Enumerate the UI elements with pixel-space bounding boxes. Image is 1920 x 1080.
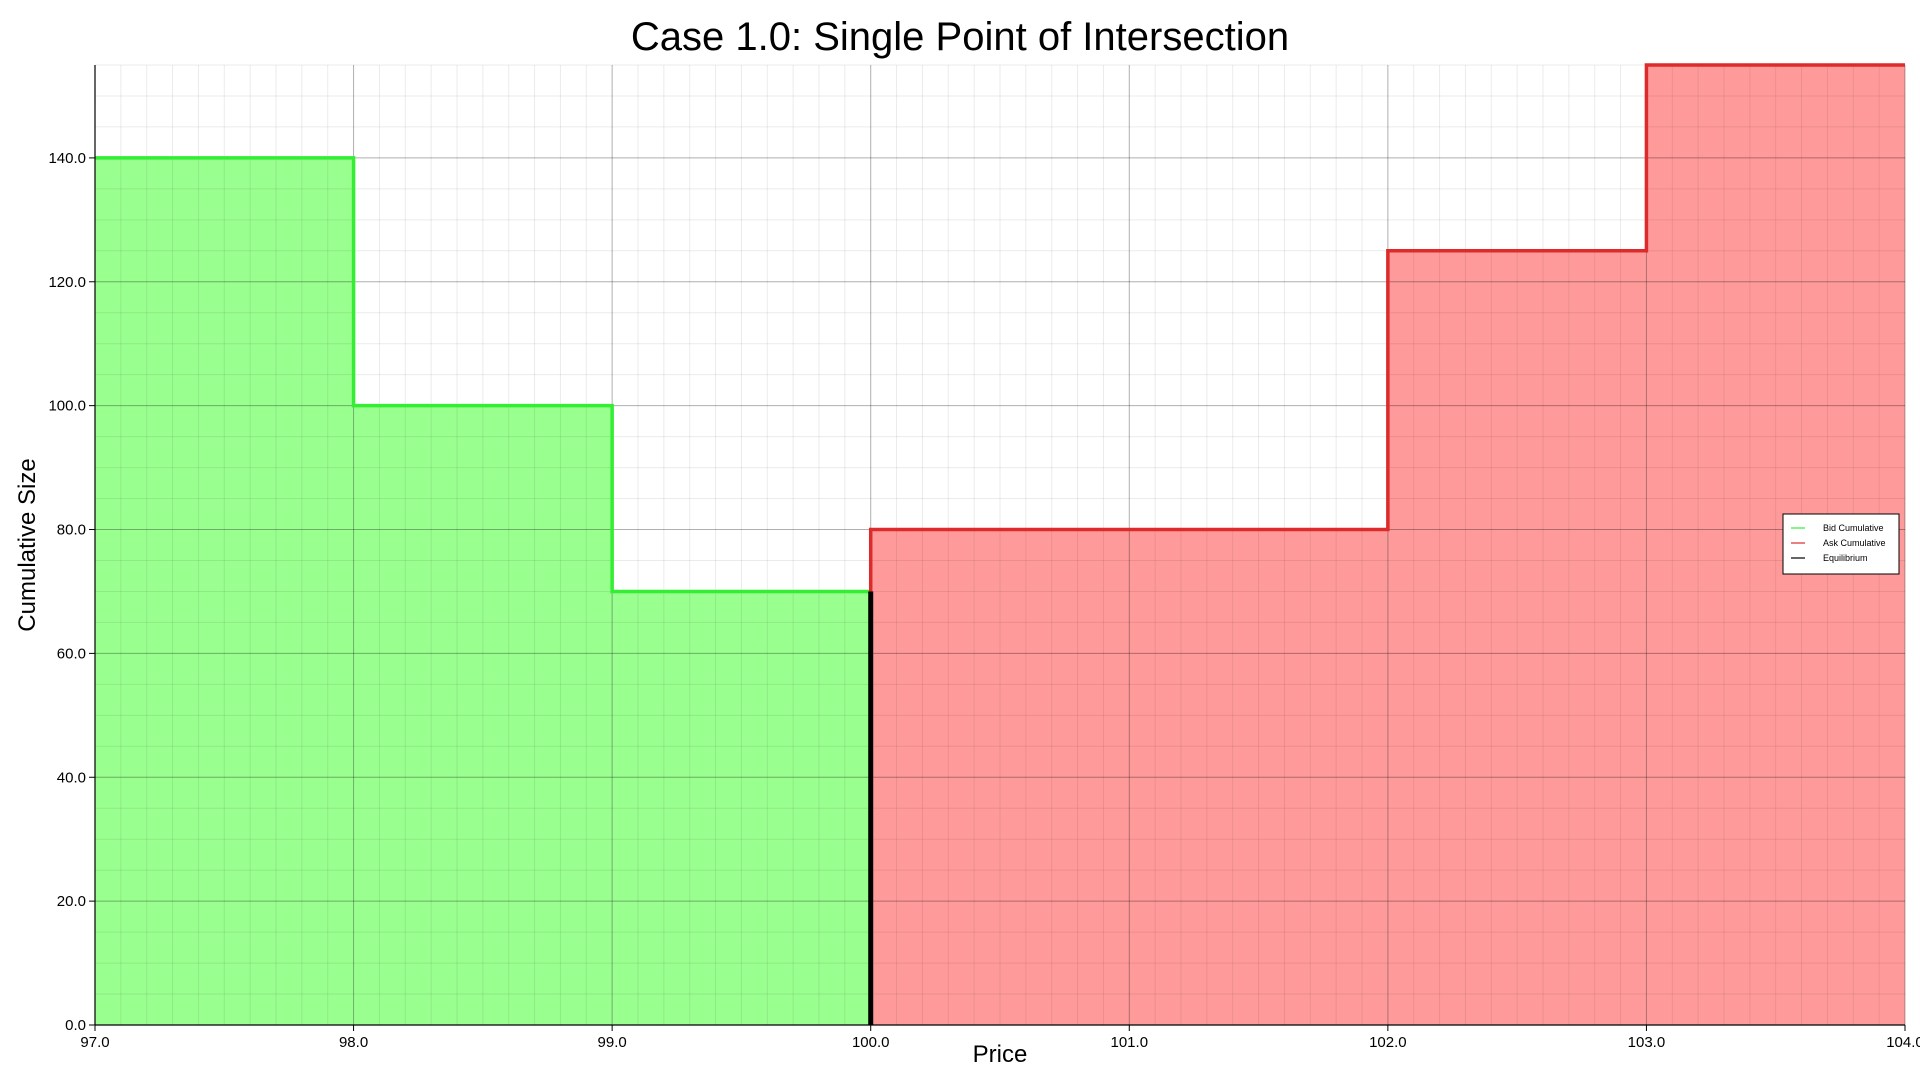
ask-cumulative-step-1 bbox=[1387, 250, 1647, 1025]
bid-cumulative-step-0 bbox=[95, 157, 354, 1026]
legend-box bbox=[1782, 513, 1900, 575]
x-tick-label: 99.0 bbox=[598, 1034, 627, 1051]
y-tick-labels: 0.0 20.0 40.0 60.0 80.0 100.0 120.0 140.0 bbox=[48, 150, 86, 1034]
x-tick-label: 98.0 bbox=[339, 1034, 368, 1051]
y-tick-label: 20.0 bbox=[57, 893, 86, 910]
x-tick-label: 103.0 bbox=[1628, 1034, 1666, 1051]
bid-cumulative-step-2 bbox=[612, 591, 871, 1025]
ask-cumulative-step-0 bbox=[870, 529, 1388, 1025]
x-tick-label: 101.0 bbox=[1111, 1034, 1149, 1051]
grid-minor bbox=[94, 64, 1906, 1026]
chart-title: Case 1.0: Single Point of Intersection bbox=[631, 15, 1289, 59]
x-tick-label: 104.0 bbox=[1886, 1034, 1920, 1051]
y-axis-title: Cumulative Size bbox=[14, 458, 41, 631]
y-tick-label: 80.0 bbox=[57, 522, 86, 539]
axes bbox=[89, 65, 1906, 1031]
x-tick-label: 97.0 bbox=[80, 1034, 109, 1051]
legend: Bid Cumulative Ask Cumulative Equilibrium bbox=[1782, 513, 1900, 575]
y-tick-label: 140.0 bbox=[48, 150, 86, 167]
ask-cumulative-line bbox=[868, 63, 1905, 592]
legend-label-equilibrium: Equilibrium bbox=[1823, 553, 1868, 563]
y-tick-label: 120.0 bbox=[48, 274, 86, 291]
y-tick-label: 60.0 bbox=[57, 645, 86, 662]
bid-cumulative-line bbox=[95, 156, 871, 594]
legend-label-ask-cumulative: Ask Cumulative bbox=[1823, 538, 1886, 548]
series-lines bbox=[95, 63, 1905, 1025]
x-tick-labels: 97.0 98.0 99.0 100.0 101.0 102.0 103.0 104.0 bbox=[80, 1034, 1920, 1051]
y-tick-label: 40.0 bbox=[57, 769, 86, 786]
y-tick-label: 0.0 bbox=[65, 1017, 86, 1034]
y-tick-label: 100.0 bbox=[48, 398, 86, 415]
x-tick-label: 102.0 bbox=[1369, 1034, 1407, 1051]
x-axis-title: Price bbox=[973, 1041, 1028, 1068]
legend-label-bid-cumulative: Bid Cumulative bbox=[1823, 523, 1884, 533]
bid-cumulative-step-1 bbox=[353, 405, 613, 1026]
x-tick-label: 100.0 bbox=[852, 1034, 890, 1051]
